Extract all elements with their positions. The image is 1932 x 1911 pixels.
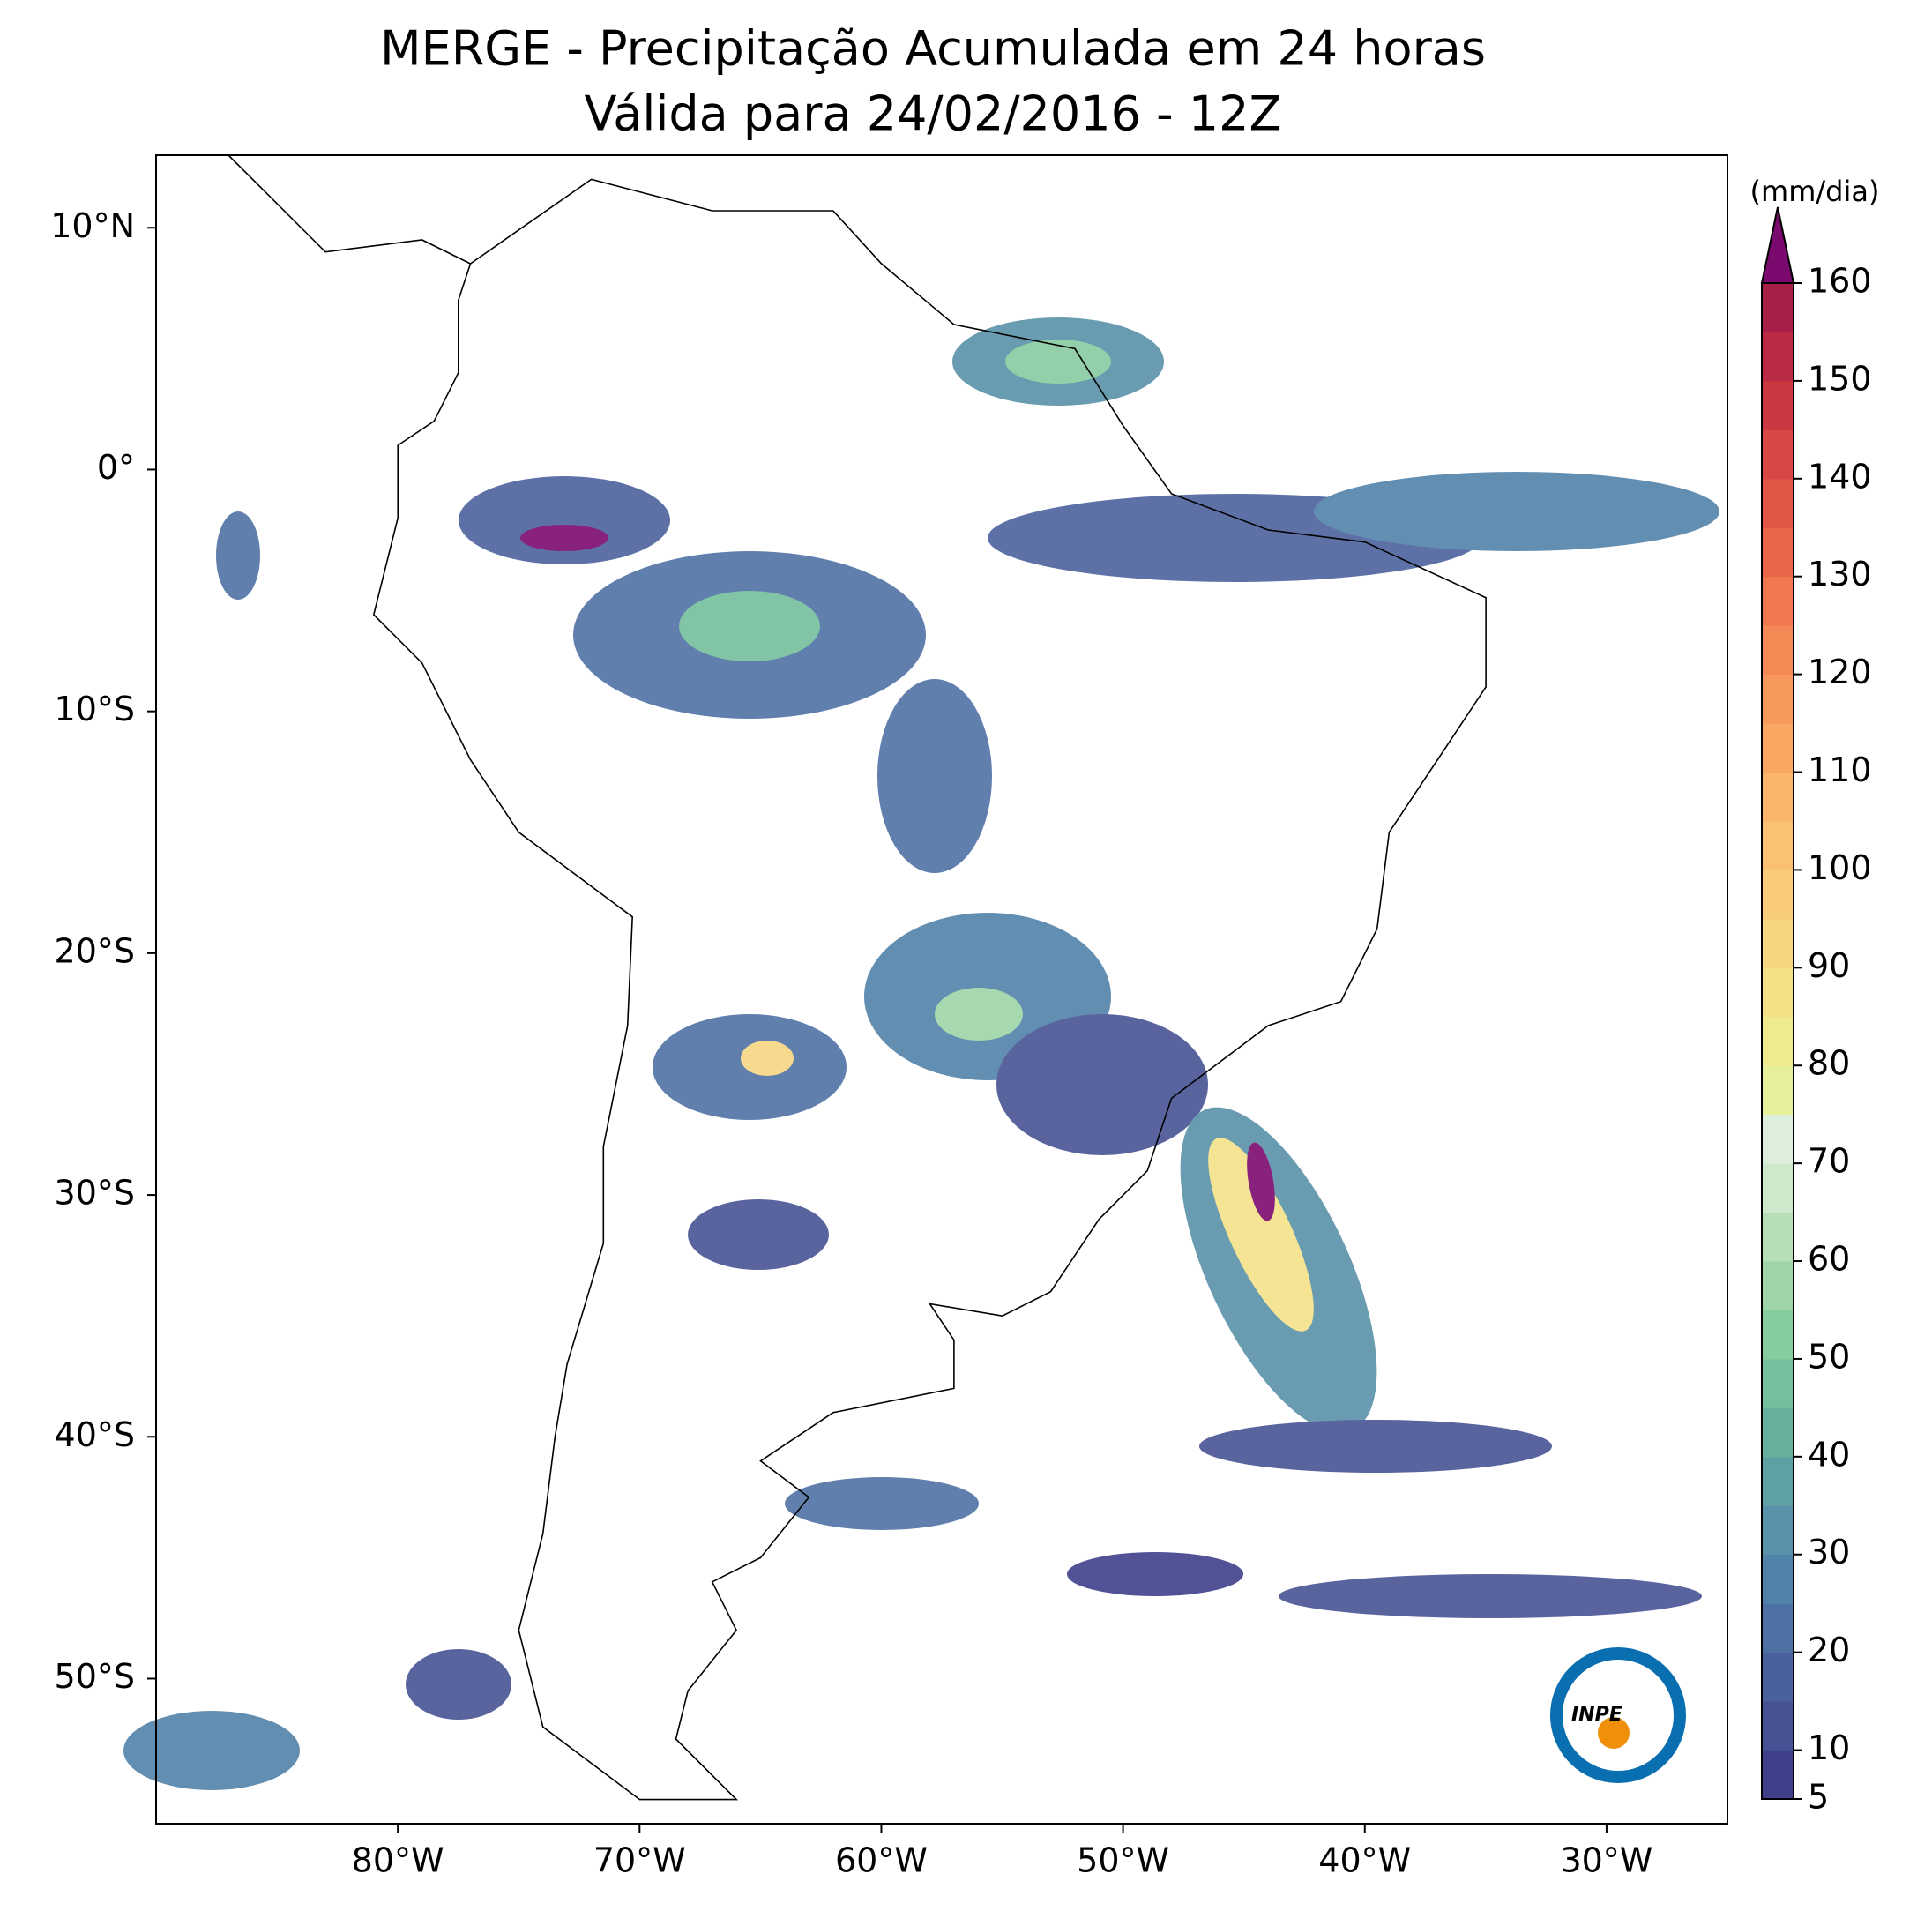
colorbar-band <box>1762 576 1794 626</box>
rain-area <box>1208 1138 1314 1332</box>
colorbar-tick-label: 70 <box>1808 1142 1850 1181</box>
colorbar-band <box>1762 332 1794 382</box>
y-tick-label: 20°S <box>55 931 135 970</box>
colorbar-band <box>1762 1261 1794 1310</box>
colorbar-band <box>1762 1554 1794 1604</box>
rain-area <box>1199 1420 1552 1473</box>
colorbar-tick-label: 110 <box>1808 750 1872 789</box>
colorbar-band <box>1762 1065 1794 1116</box>
colorbar-tick-label: 40 <box>1808 1435 1850 1474</box>
y-tick-label: 10°S <box>55 690 135 728</box>
colorbar-tick-label: 120 <box>1808 653 1872 691</box>
colorbar-tick-label: 80 <box>1808 1044 1850 1083</box>
colorbar-band <box>1762 1750 1794 1800</box>
colorbar-frame <box>1761 282 1794 1800</box>
colorbar-band <box>1762 527 1794 578</box>
rain-area <box>1067 1552 1243 1596</box>
rain-area <box>520 525 608 551</box>
x-tick-label: 30°W <box>1560 1841 1652 1880</box>
rain-area <box>741 1041 794 1076</box>
y-tick-label: 40°S <box>55 1415 135 1454</box>
precipitation-field <box>123 317 1719 1790</box>
x-tick-label: 50°W <box>1077 1841 1169 1880</box>
rain-area <box>679 591 820 661</box>
colorbar-tick-label: 60 <box>1808 1240 1850 1279</box>
colorbar-band <box>1762 478 1794 528</box>
colorbar-band <box>1762 1310 1794 1360</box>
colorbar-band <box>1762 918 1794 968</box>
colorbar-band <box>1762 870 1794 920</box>
colorbar-band <box>1762 1016 1794 1066</box>
map-subtitle: Válida para 24/02/2016 - 12Z <box>585 86 1282 142</box>
colorbar-tick-label: 30 <box>1808 1533 1850 1571</box>
x-tick-label: 70°W <box>593 1841 686 1880</box>
y-tick-label: 0° <box>97 448 135 487</box>
colorbar-tick-label: 100 <box>1808 848 1872 887</box>
map-title: MERGE - Precipitação Acumulada em 24 hor… <box>380 21 1486 77</box>
colorbar-tick-label: 140 <box>1808 457 1872 496</box>
colorbar-band <box>1762 1358 1794 1408</box>
colorbar-band <box>1762 1456 1794 1506</box>
coastline <box>228 154 1487 1801</box>
colorbar-band <box>1762 1114 1794 1164</box>
colorbar-tick-label: 160 <box>1808 262 1872 301</box>
colorbar-tick-label: 90 <box>1808 946 1850 985</box>
colorbar-tick-label: 20 <box>1808 1631 1850 1669</box>
map-frame <box>155 154 1728 1825</box>
colorbar-band <box>1762 625 1794 676</box>
x-tick-label: 60°W <box>835 1841 928 1880</box>
colorbar-band <box>1762 1163 1794 1213</box>
rain-area <box>1247 1142 1275 1221</box>
colorbar-band <box>1762 429 1794 480</box>
rain-area <box>877 679 992 873</box>
x-tick-label: 80°W <box>352 1841 444 1880</box>
x-tick-label: 40°W <box>1318 1841 1411 1880</box>
colorbar-band <box>1762 283 1794 332</box>
colorbar-label: (mm/dia) <box>1750 175 1880 208</box>
colorbar-band <box>1762 674 1794 724</box>
colorbar-tick-label: 150 <box>1808 359 1872 398</box>
colorbar-band <box>1762 820 1794 870</box>
logo-ring <box>1550 1647 1686 1783</box>
colorbar-band <box>1762 967 1794 1018</box>
logo-dot <box>1598 1717 1630 1749</box>
rain-area <box>459 476 670 564</box>
rain-area <box>996 1014 1208 1155</box>
colorbar-band <box>1762 1701 1794 1751</box>
rain-area <box>123 1711 300 1790</box>
colorbar-band <box>1762 723 1794 773</box>
colorbar-tick-label: 50 <box>1808 1337 1850 1376</box>
rain-area <box>406 1649 511 1720</box>
colorbar-band <box>1762 1603 1794 1653</box>
rain-area <box>785 1477 979 1530</box>
colorbar-tick-label: 5 <box>1808 1778 1829 1817</box>
y-tick-label: 30°S <box>55 1174 135 1213</box>
colorbar-band <box>1762 380 1794 430</box>
rain-area <box>1005 340 1111 384</box>
rain-area <box>935 988 1023 1041</box>
logo-text: INPE <box>1571 1704 1622 1726</box>
colorbar-tick-label: 10 <box>1808 1728 1850 1767</box>
rain-area <box>216 511 260 600</box>
y-tick-label: 50°S <box>55 1657 135 1696</box>
colorbar-band <box>1762 1212 1794 1262</box>
colorbar-tick-label: 130 <box>1808 555 1872 593</box>
colorbar-band <box>1762 1407 1794 1458</box>
colorbar-band <box>1762 1652 1794 1702</box>
rain-area <box>688 1199 829 1270</box>
colorbar-band <box>1762 1505 1794 1556</box>
rain-area <box>1279 1574 1702 1618</box>
colorbar-band <box>1762 772 1794 822</box>
y-tick-label: 10°N <box>50 206 135 245</box>
rain-area <box>1314 472 1719 551</box>
